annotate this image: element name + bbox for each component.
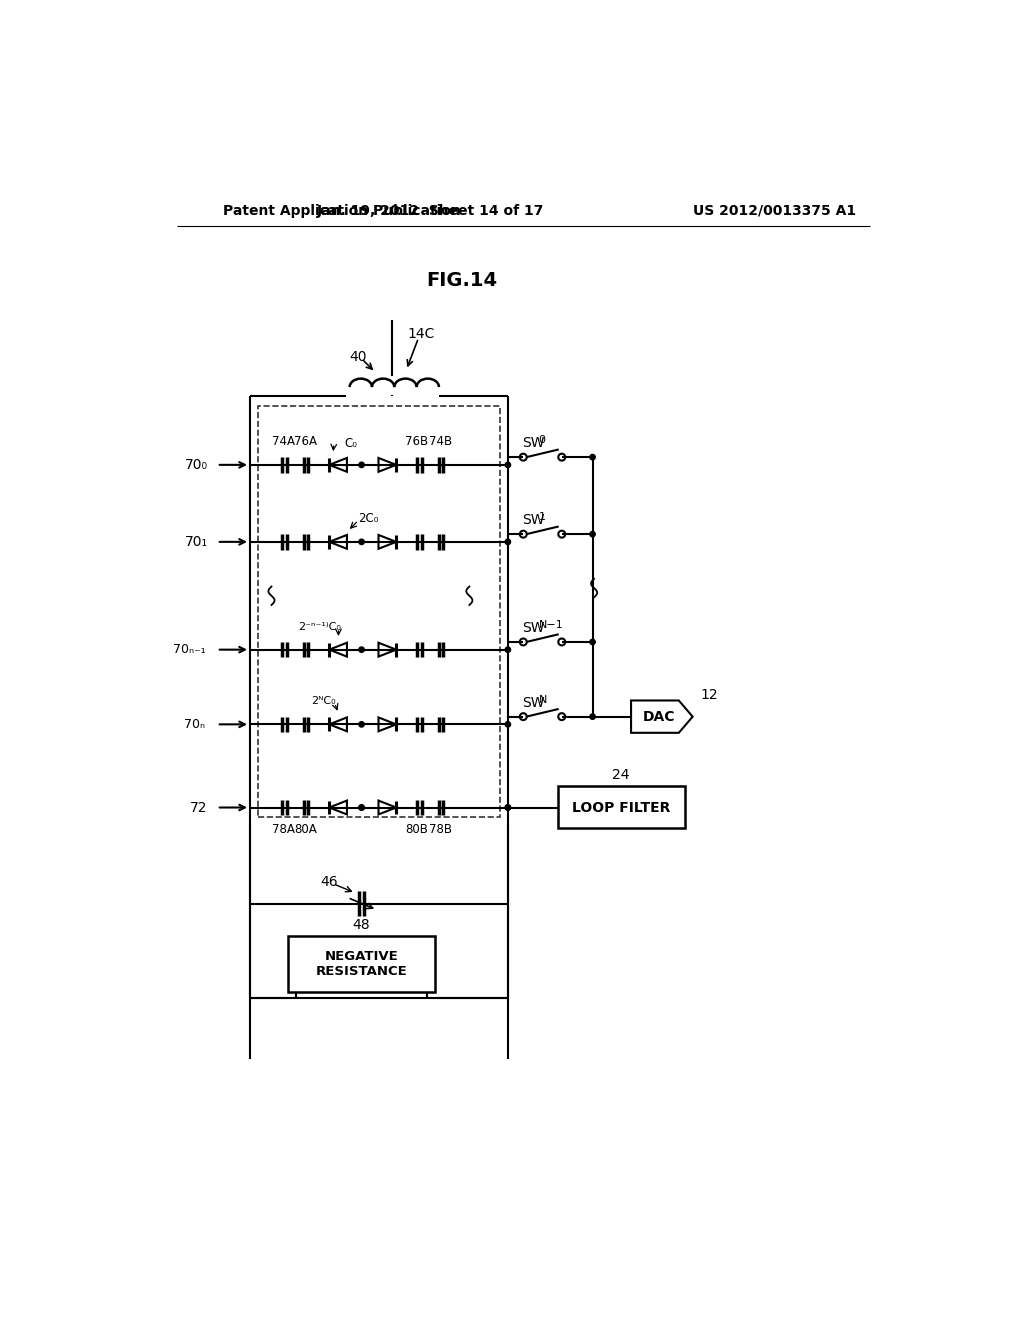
Text: 2ᴺC₀: 2ᴺC₀ <box>311 696 336 706</box>
Circle shape <box>505 539 511 545</box>
Circle shape <box>358 805 365 810</box>
Text: 70ₙ: 70ₙ <box>184 718 205 731</box>
Circle shape <box>590 714 595 719</box>
Circle shape <box>505 805 511 810</box>
Text: 74A: 74A <box>271 436 295 449</box>
Circle shape <box>358 647 365 652</box>
Text: 46: 46 <box>321 875 338 890</box>
Text: C₀: C₀ <box>345 437 357 450</box>
Circle shape <box>590 454 595 459</box>
Circle shape <box>358 805 365 810</box>
Text: 12: 12 <box>700 688 718 702</box>
Text: 0: 0 <box>539 436 546 445</box>
Text: 76A: 76A <box>294 436 316 449</box>
Circle shape <box>358 722 365 727</box>
Text: 1: 1 <box>539 512 546 523</box>
Bar <box>289 936 435 991</box>
Text: FIG.14: FIG.14 <box>426 271 498 289</box>
Text: SW: SW <box>521 437 544 450</box>
Text: N: N <box>539 694 547 705</box>
Text: 2C₀: 2C₀ <box>357 512 378 525</box>
Text: 76B: 76B <box>406 436 429 449</box>
Text: 70ₙ₋₁: 70ₙ₋₁ <box>173 643 205 656</box>
Circle shape <box>505 805 511 810</box>
Text: 48: 48 <box>352 917 371 932</box>
Text: 74B: 74B <box>429 436 453 449</box>
Circle shape <box>505 647 511 652</box>
Circle shape <box>505 462 511 467</box>
Text: SW: SW <box>521 622 544 635</box>
Circle shape <box>590 532 595 537</box>
Text: 40: 40 <box>349 350 367 364</box>
Text: 72: 72 <box>190 800 208 814</box>
Text: Patent Application Publication: Patent Application Publication <box>223 203 461 218</box>
Text: 78A: 78A <box>271 822 295 836</box>
Polygon shape <box>631 701 692 733</box>
Circle shape <box>590 639 595 644</box>
Bar <box>258 407 500 817</box>
Text: DAC: DAC <box>642 710 675 723</box>
Text: 24: 24 <box>612 768 630 783</box>
Text: SW: SW <box>521 513 544 527</box>
Text: 80A: 80A <box>295 822 317 836</box>
Text: US 2012/0013375 A1: US 2012/0013375 A1 <box>692 203 856 218</box>
Text: 80B: 80B <box>406 822 428 836</box>
Text: 14C: 14C <box>408 327 435 341</box>
Bar <box>558 785 685 829</box>
Text: 2⁻ⁿ⁻¹⁾C₀: 2⁻ⁿ⁻¹⁾C₀ <box>298 622 341 631</box>
Text: LOOP FILTER: LOOP FILTER <box>571 800 671 814</box>
Circle shape <box>358 539 365 545</box>
Circle shape <box>505 722 511 727</box>
Text: NEGATIVE
RESISTANCE: NEGATIVE RESISTANCE <box>315 950 408 978</box>
Text: N−1: N−1 <box>539 620 563 630</box>
Text: 78B: 78B <box>429 822 453 836</box>
Text: 70₁: 70₁ <box>184 535 208 549</box>
Text: Jan. 19, 2012  Sheet 14 of 17: Jan. 19, 2012 Sheet 14 of 17 <box>317 203 545 218</box>
Text: 70₀: 70₀ <box>184 458 208 471</box>
Circle shape <box>358 462 365 467</box>
Text: SW: SW <box>521 696 544 710</box>
